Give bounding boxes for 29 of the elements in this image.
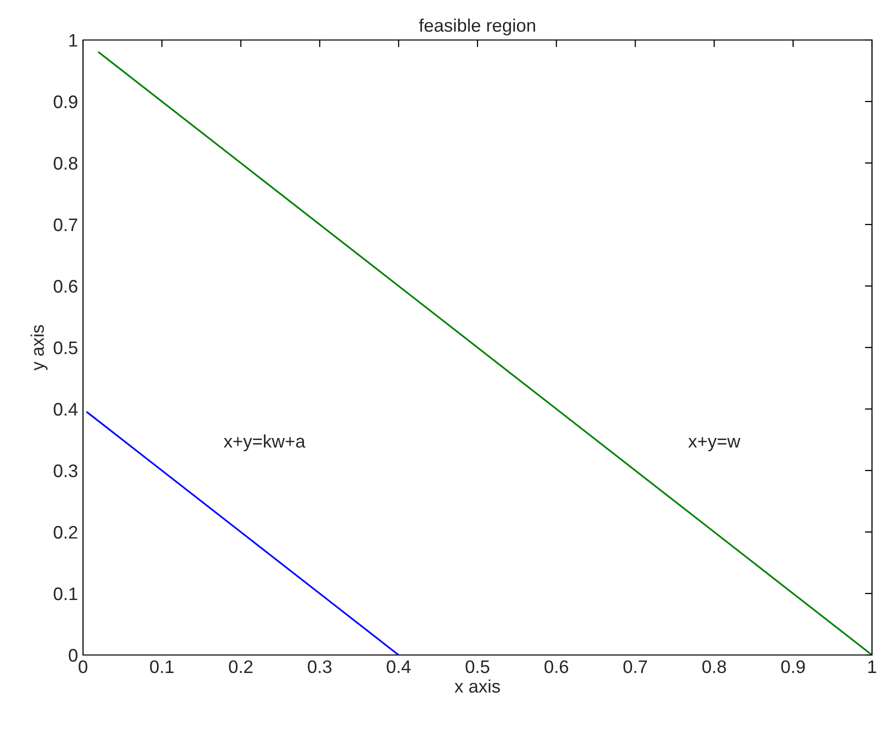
y-tick-label: 0.4 [54,402,78,416]
y-tick-label: 1 [69,34,78,47]
x-tick-label: 0.2 [228,660,252,674]
x-tick-label: 0.5 [466,660,490,674]
y-tick-label: 0.5 [54,341,78,354]
y-tick-label: 0.7 [54,218,78,232]
x-tick-label: 0.6 [544,660,568,674]
x-tick-label: 0.1 [150,660,174,674]
y-tick-label: 0.8 [54,156,78,170]
x-tick-label: 0.9 [781,660,805,674]
x-tick-label: 0.4 [386,660,411,674]
y-axis-title: y axis [30,325,48,371]
y-tick-label: 0.6 [54,280,78,293]
line-series [86,411,400,655]
y-tick-label: 0.1 [54,587,78,600]
y-tick-label: 0.3 [54,464,78,478]
y-tick-label: 0.2 [54,526,78,539]
annotation: x+y=w [688,437,740,452]
y-tick-label: 0.9 [54,95,78,108]
x-tick-label: 0.3 [308,660,332,674]
line-series [98,51,872,655]
y-tick-label: 0 [68,648,78,662]
chart-title: feasible region [419,18,536,36]
x-tick-label: 0 [78,660,88,674]
x-tick-label: 0.8 [702,660,726,674]
x-axis-title: x axis [454,679,500,693]
x-tick-label: 0.7 [623,660,647,674]
annotation: x+y=kw+a [224,434,306,452]
x-tick-label: 1 [868,660,876,673]
